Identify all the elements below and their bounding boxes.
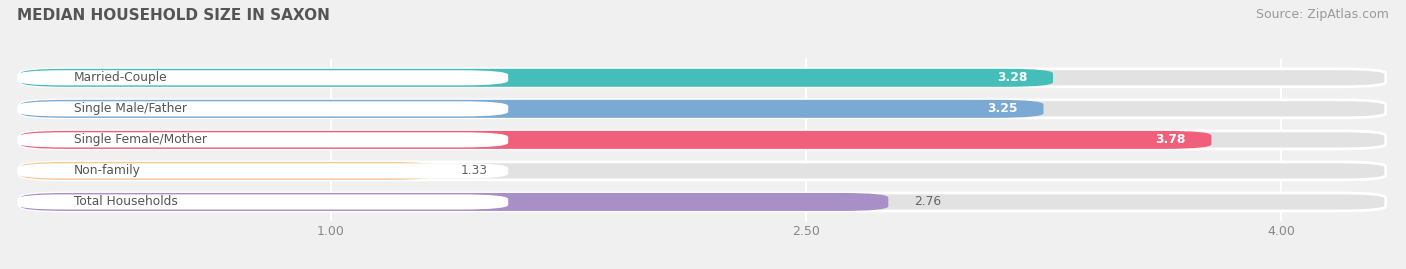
FancyBboxPatch shape xyxy=(21,100,1385,118)
FancyBboxPatch shape xyxy=(17,70,508,85)
FancyBboxPatch shape xyxy=(21,193,1385,211)
Text: Source: ZipAtlas.com: Source: ZipAtlas.com xyxy=(1256,8,1389,21)
FancyBboxPatch shape xyxy=(17,163,508,178)
FancyBboxPatch shape xyxy=(21,131,1212,149)
FancyBboxPatch shape xyxy=(17,132,508,147)
FancyBboxPatch shape xyxy=(21,131,1385,149)
FancyBboxPatch shape xyxy=(21,193,889,211)
Text: Total Households: Total Households xyxy=(75,196,179,208)
Text: Married-Couple: Married-Couple xyxy=(75,71,167,84)
Text: Single Male/Father: Single Male/Father xyxy=(75,102,187,115)
FancyBboxPatch shape xyxy=(21,100,1043,118)
FancyBboxPatch shape xyxy=(21,69,1053,87)
FancyBboxPatch shape xyxy=(21,162,1385,180)
FancyBboxPatch shape xyxy=(17,194,508,210)
Text: 3.25: 3.25 xyxy=(987,102,1018,115)
Text: 2.76: 2.76 xyxy=(914,196,941,208)
Text: MEDIAN HOUSEHOLD SIZE IN SAXON: MEDIAN HOUSEHOLD SIZE IN SAXON xyxy=(17,8,330,23)
Text: 3.28: 3.28 xyxy=(997,71,1028,84)
Text: Non-family: Non-family xyxy=(75,164,141,178)
FancyBboxPatch shape xyxy=(21,162,436,180)
Text: 1.33: 1.33 xyxy=(461,164,488,178)
FancyBboxPatch shape xyxy=(21,69,1385,87)
Text: 3.78: 3.78 xyxy=(1156,133,1187,146)
FancyBboxPatch shape xyxy=(17,101,508,116)
Text: Single Female/Mother: Single Female/Mother xyxy=(75,133,207,146)
